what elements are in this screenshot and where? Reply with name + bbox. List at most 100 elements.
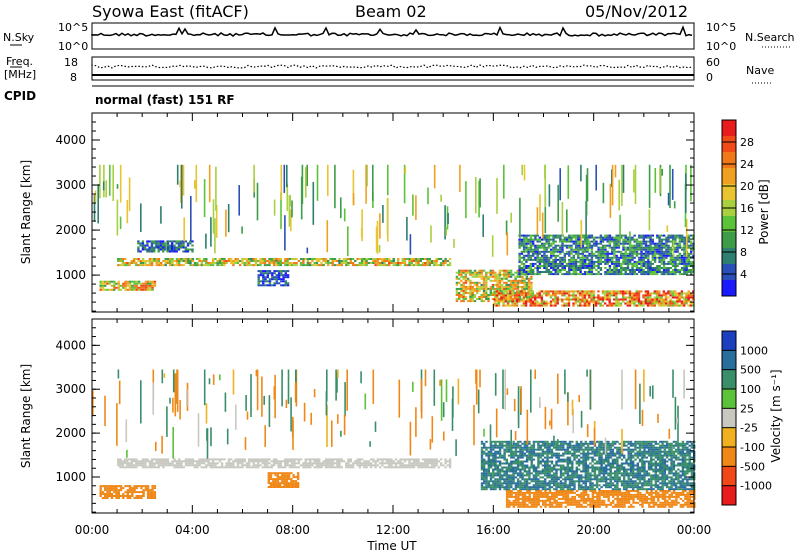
- data-cell: [115, 493, 118, 495]
- data-cell: [554, 234, 557, 237]
- data-streak: [182, 164, 185, 196]
- data-cell: [433, 462, 436, 465]
- data-cell: [572, 254, 575, 257]
- data-cell: [619, 290, 623, 293]
- data-cell: [230, 464, 233, 467]
- data-cell: [545, 248, 548, 251]
- data-cell: [124, 280, 127, 283]
- data-cell: [132, 458, 136, 461]
- data-cell: [547, 256, 551, 259]
- data-cell: [507, 287, 510, 290]
- data-cell: [338, 466, 341, 469]
- data-cell: [169, 260, 172, 262]
- data-cell: [646, 294, 650, 297]
- data-cell: [349, 466, 352, 469]
- data-cell: [492, 454, 495, 457]
- data-cell: [615, 292, 618, 295]
- data-cell: [653, 300, 656, 303]
- data-cell: [287, 472, 291, 475]
- data-cell: [561, 260, 564, 263]
- data-cell: [553, 499, 556, 502]
- data-cell: [494, 480, 497, 483]
- data-cell: [482, 279, 486, 282]
- data-cell: [559, 271, 562, 273]
- data-cell: [656, 265, 659, 267]
- data-cell: [455, 292, 459, 294]
- data-cell: [263, 466, 267, 469]
- data-cell: [660, 252, 663, 255]
- data-cell: [184, 460, 188, 463]
- data-cell: [590, 273, 594, 276]
- data-cell: [658, 248, 661, 251]
- data-cell: [692, 267, 695, 269]
- data-cell: [487, 277, 490, 280]
- data-cell: [624, 273, 627, 276]
- data-cell: [277, 264, 280, 267]
- data-cell: [536, 256, 539, 259]
- data-cell: [198, 258, 201, 260]
- data-cell: [252, 464, 255, 467]
- data-cell: [379, 462, 382, 465]
- data-cell: [383, 264, 386, 267]
- data-cell: [209, 262, 212, 264]
- data-cell: [515, 304, 519, 307]
- data-cell: [342, 258, 346, 260]
- data-cell: [574, 240, 578, 243]
- data-cell: [640, 265, 643, 267]
- data-cell: [587, 495, 590, 498]
- data-cell: [119, 462, 122, 465]
- data-cell: [223, 258, 226, 260]
- data-cell: [597, 248, 600, 251]
- data-cell: [553, 493, 556, 496]
- data-cell: [660, 254, 663, 257]
- data-cell: [650, 499, 653, 502]
- data-cell: [514, 285, 517, 288]
- data-cell: [187, 260, 190, 262]
- data-cell: [534, 298, 537, 301]
- data-cell: [211, 258, 215, 260]
- data-cell: [528, 505, 531, 508]
- data-cell: [273, 282, 276, 285]
- data-cell: [415, 264, 418, 267]
- data-cell: [536, 302, 539, 305]
- data-cell: [166, 260, 170, 262]
- data-streak: [475, 177, 477, 214]
- data-cell: [365, 460, 368, 463]
- data-cell: [630, 497, 633, 500]
- data-cell: [531, 304, 535, 307]
- data-cell: [497, 292, 501, 295]
- data-cell: [513, 294, 517, 297]
- data-cell: [644, 260, 648, 263]
- data-cell: [638, 262, 641, 265]
- data-cell: [284, 262, 287, 264]
- data-cell: [146, 491, 150, 494]
- data-cell: [153, 258, 156, 260]
- data-cell: [483, 466, 486, 469]
- data-cell: [617, 240, 621, 243]
- data-cell: [492, 474, 495, 477]
- data-cell: [626, 240, 630, 243]
- data-cell: [502, 300, 505, 303]
- data-cell: [667, 238, 670, 241]
- data-cell: [690, 250, 693, 253]
- data-cell: [516, 279, 520, 282]
- data-cell: [643, 501, 646, 504]
- data-cell: [660, 240, 663, 243]
- data-cell: [146, 284, 150, 287]
- data-streak: [140, 203, 142, 232]
- data-cell: [435, 258, 438, 260]
- data-cell: [642, 302, 645, 305]
- data-cell: [606, 236, 609, 239]
- data-cell: [166, 462, 170, 465]
- data-cell: [268, 280, 272, 283]
- data-cell: [485, 277, 488, 280]
- data-cell: [485, 468, 488, 471]
- data-cell: [619, 304, 623, 307]
- data-cell: [589, 497, 592, 500]
- data-cell: [613, 252, 616, 255]
- data-cell: [467, 277, 470, 280]
- data-cell: [508, 491, 511, 494]
- data-cell: [531, 294, 535, 297]
- data-cell: [609, 503, 613, 506]
- data-cell: [522, 254, 526, 257]
